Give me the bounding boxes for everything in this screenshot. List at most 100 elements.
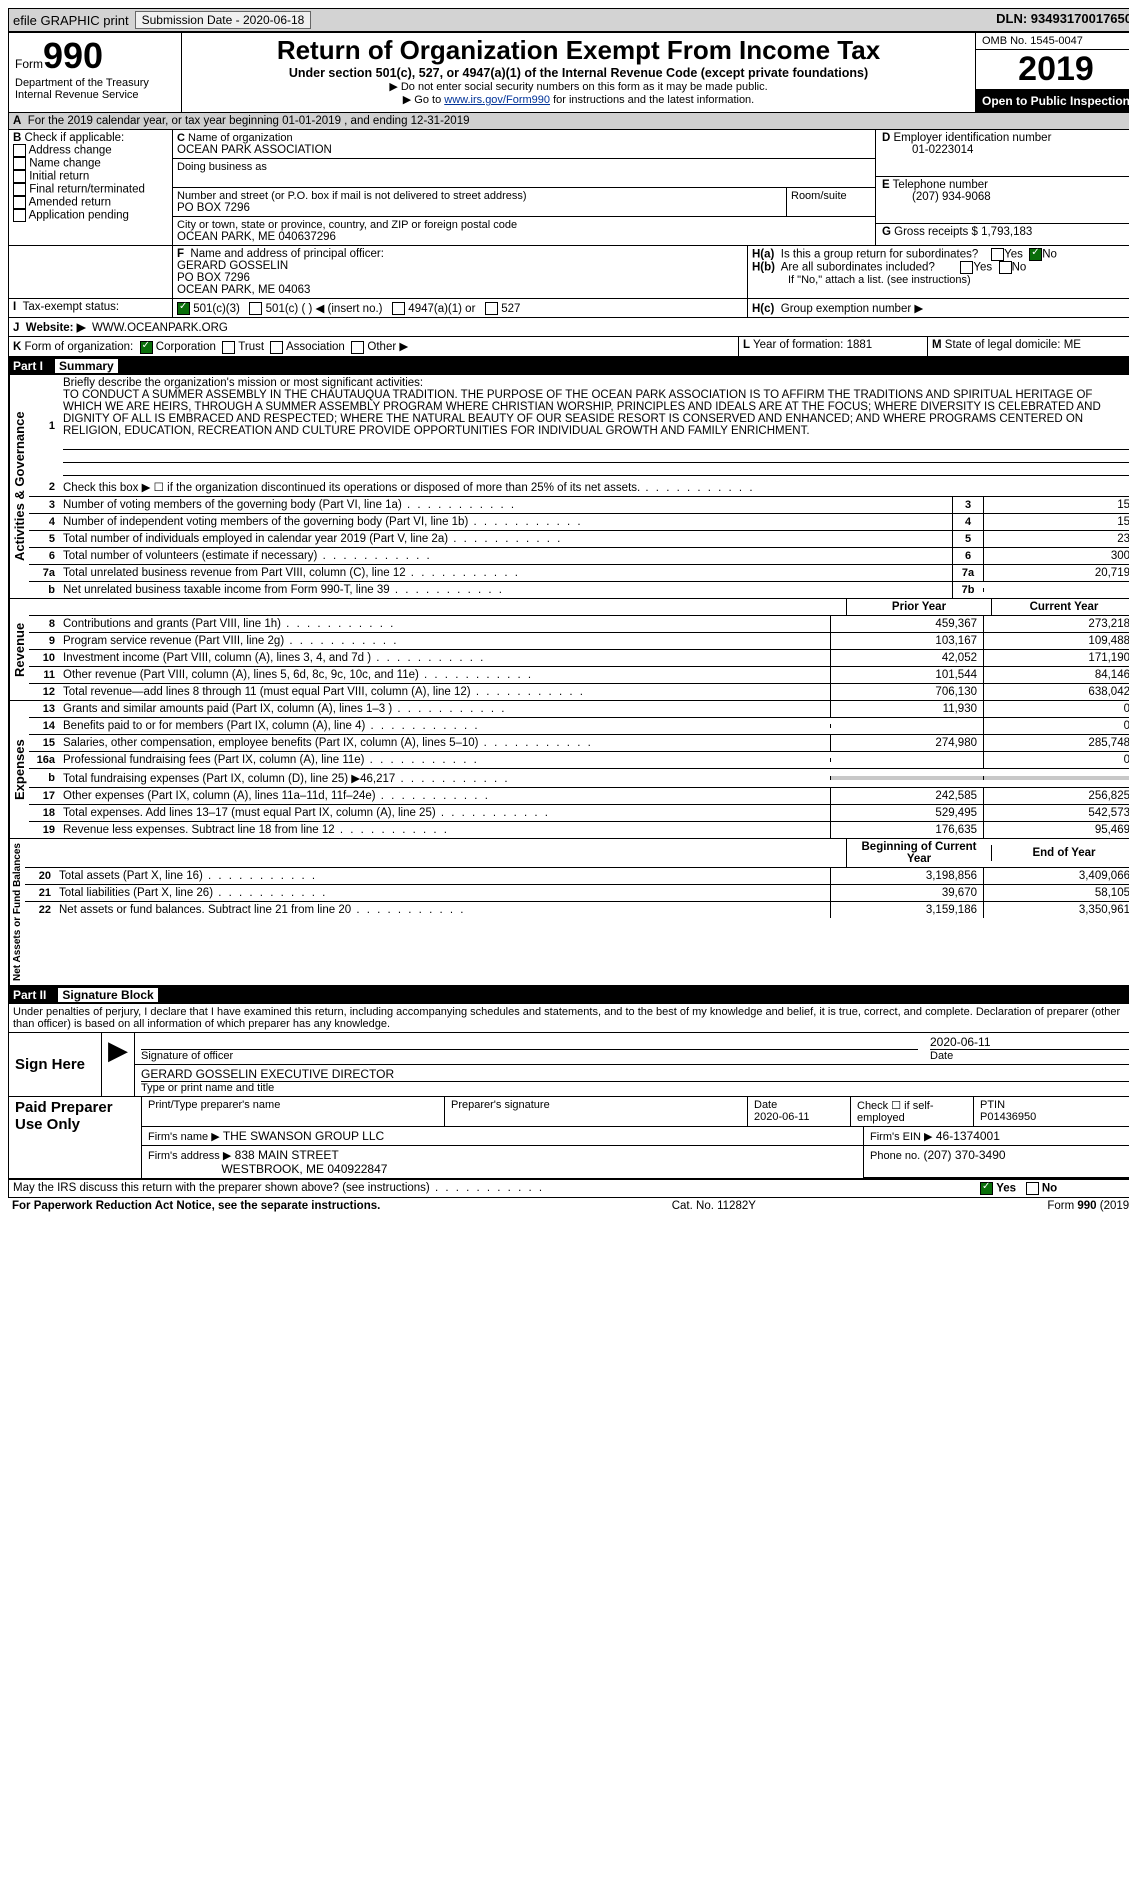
exp-line-17: 17Other expenses (Part IX, column (A), l… [29,788,1129,805]
firm-ein: 46-1374001 [936,1129,1000,1143]
col-current-year: Current Year [991,599,1129,615]
open-inspection: Open to Public Inspection [976,90,1129,112]
gov-line-7a: 7aTotal unrelated business revenue from … [29,565,1129,582]
perjury-text: Under penalties of perjury, I declare th… [9,1004,1129,1033]
vert-revenue: Revenue [9,599,29,700]
prep-date: 2020-06-11 [754,1111,809,1123]
4947-check[interactable] [392,302,405,315]
efile-label: efile GRAPHIC print [13,13,129,28]
tax-year: 2019 [976,50,1129,90]
part2-header: Part II Signature Block [9,986,1129,1004]
org-other[interactable] [351,341,364,354]
hb-yes[interactable] [960,261,973,274]
col-begin-year: Beginning of Current Year [846,839,991,867]
website: WWW.OCEANPARK.ORG [92,322,228,334]
state-domicile: ME [1064,339,1081,351]
col-prior-year: Prior Year [846,599,991,615]
org-association[interactable] [270,341,283,354]
rev-line-12: 12Total revenue—add lines 8 through 11 (… [29,684,1129,700]
dept-line1: Department of the Treasury [15,77,175,89]
dept-line2: Internal Revenue Service [15,89,175,101]
net-line-20: 20Total assets (Part X, line 16)3,198,85… [25,868,1129,885]
gov-line-4: 4Number of independent voting members of… [29,514,1129,531]
rev-line-9: 9Program service revenue (Part VIII, lin… [29,633,1129,650]
officer-name: GERARD GOSSELIN [177,260,288,272]
exp-line-16a: 16aProfessional fundraising fees (Part I… [29,752,1129,769]
opt-application-pending[interactable]: Application pending [13,209,168,222]
firm-addr1: 838 MAIN STREET [235,1148,339,1162]
opt-initial-return[interactable]: Initial return [13,170,168,183]
phone: (207) 934-9068 [882,191,1129,203]
gov-line-5: 5Total number of individuals employed in… [29,531,1129,548]
form-number: Form990 [15,35,175,77]
part1-header: Part I Summary [9,357,1129,375]
gov-line-b: bNet unrelated business taxable income f… [29,582,1129,598]
mission-text: TO CONDUCT A SUMMER ASSEMBLY IN THE CHAU… [63,389,1101,437]
rev-line-10: 10Investment income (Part VIII, column (… [29,650,1129,667]
vert-net-assets: Net Assets or Fund Balances [9,839,25,985]
opt-name-change[interactable]: Name change [13,157,168,170]
firm-phone: (207) 370-3490 [924,1148,1006,1162]
ha-no[interactable] [1029,248,1042,261]
room-label: Room/suite [786,188,875,216]
ptin: P01436950 [980,1111,1036,1123]
form-title: Return of Organization Exempt From Incom… [188,35,969,66]
exp-line-19: 19Revenue less expenses. Subtract line 1… [29,822,1129,838]
discuss-yes[interactable] [980,1182,993,1195]
net-line-21: 21Total liabilities (Part X, line 26)39,… [25,885,1129,902]
col-end-year: End of Year [991,845,1129,861]
dln: DLN: 93493170017650 [996,11,1129,29]
gov-line-6: 6Total number of volunteers (estimate if… [29,548,1129,565]
subtitle1: Under section 501(c), 527, or 4947(a)(1)… [188,66,969,80]
subtitle2: ▶ Do not enter social security numbers o… [188,80,969,93]
sign-arrow-icon: ▶ [101,1033,135,1096]
ein: 01-0223014 [882,144,1129,156]
vert-expenses: Expenses [9,701,29,838]
org-corporation[interactable] [140,341,153,354]
ha-row: H(a) Is this a group return for subordin… [752,248,1129,261]
org-name: OCEAN PARK ASSOCIATION [177,144,871,156]
discuss-text: May the IRS discuss this return with the… [13,1182,544,1194]
street: PO BOX 7296 [177,202,782,214]
hb-no[interactable] [999,261,1012,274]
dba-label: Doing business as [177,161,871,173]
self-employed-check[interactable]: Check ☐ if self-employed [850,1097,973,1126]
vert-activities-governance: Activities & Governance [9,375,29,598]
form-990-container: Form990 Department of the Treasury Inter… [8,32,1129,1198]
paid-preparer-label: Paid Preparer Use Only [9,1097,141,1178]
ha-yes[interactable] [991,248,1004,261]
org-trust[interactable] [222,341,235,354]
officer-printed-name: GERARD GOSSELIN EXECUTIVE DIRECTOR [141,1067,1129,1082]
sig-officer-label: Signature of officer [141,1050,918,1062]
gov-line-2: 2Check this box ▶ ☐ if the organization … [29,478,1129,497]
rev-line-11: 11Other revenue (Part VIII, column (A), … [29,667,1129,684]
exp-line-13: 13Grants and similar amounts paid (Part … [29,701,1129,718]
exp-line-15: 15Salaries, other compensation, employee… [29,735,1129,752]
net-line-22: 22Net assets or fund balances. Subtract … [25,902,1129,918]
sig-date: 2020-06-11 [930,1035,1129,1050]
gov-line-3: 3Number of voting members of the governi… [29,497,1129,514]
form-footer: For Paperwork Reduction Act Notice, see … [8,1198,1129,1214]
opt-amended[interactable]: Amended return [13,196,168,209]
rev-line-8: 8Contributions and grants (Part VIII, li… [29,616,1129,633]
exp-line-18: 18Total expenses. Add lines 13–17 (must … [29,805,1129,822]
exp-line-b: bTotal fundraising expenses (Part IX, co… [29,769,1129,788]
omb: OMB No. 1545-0047 [976,33,1129,50]
efile-topbar: efile GRAPHIC print Submission Date - 20… [8,8,1129,32]
row-a: A For the 2019 calendar year, or tax yea… [9,113,1129,129]
opt-address-change[interactable]: Address change [13,144,168,157]
irs-link[interactable]: www.irs.gov/Form990 [444,94,550,106]
hb-row: H(b) Are all subordinates included? Yes … [752,261,1129,274]
exp-line-14: 14Benefits paid to or for members (Part … [29,718,1129,735]
501c3-check[interactable] [177,302,190,315]
subtitle3: ▶ Go to www.irs.gov/Form990 for instruct… [188,93,969,106]
discuss-no[interactable] [1026,1182,1039,1195]
city-state-zip: OCEAN PARK, ME 040637296 [177,231,871,243]
gross-receipts: 1,793,183 [981,226,1032,238]
527-check[interactable] [485,302,498,315]
firm-name: THE SWANSON GROUP LLC [223,1129,384,1143]
501c-check[interactable] [249,302,262,315]
submission-date: Submission Date - 2020-06-18 [135,11,312,29]
sign-here-label: Sign Here [9,1033,101,1096]
opt-final-return[interactable]: Final return/terminated [13,183,168,196]
